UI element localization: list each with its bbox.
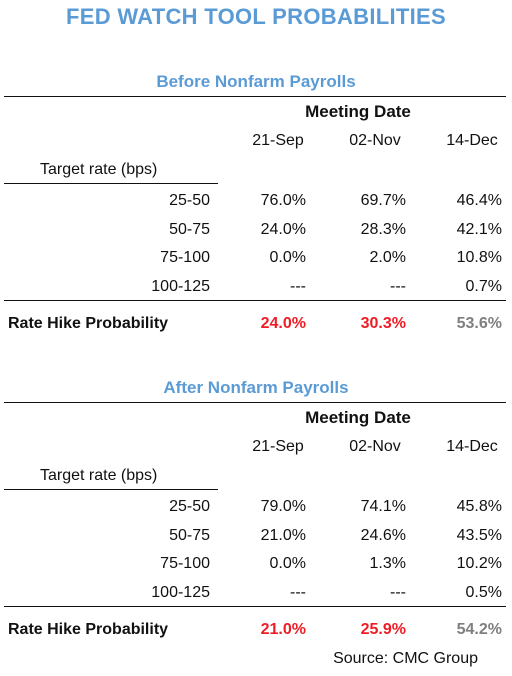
row-header-label: Target rate (bps) [40, 161, 158, 178]
row-label-50-75: 50-75 [169, 221, 210, 238]
table-cell: 76.0% [260, 192, 306, 209]
table-cell: 2.0% [369, 249, 406, 266]
table-cell: --- [290, 584, 306, 601]
before-nfp-panel: Before Nonfarm Payrolls Meeting Date 21-Se… [0, 72, 512, 352]
summary-label: Rate Hike Probability [8, 621, 169, 638]
column-header-14-dec: 14-Dec [446, 438, 498, 455]
row-label-75-100: 75-100 [160, 555, 210, 572]
summary-label: Rate Hike Probability [8, 315, 169, 332]
table-cell: 0.0% [269, 555, 306, 572]
row-label-50-75: 50-75 [169, 527, 210, 544]
summary-cell: 24.0% [260, 315, 306, 332]
table-cell: 24.0% [260, 221, 306, 238]
row-label-25-50: 25-50 [169, 192, 210, 209]
row-header-label: Target rate (bps) [40, 467, 158, 484]
panel-title: Before Nonfarm Payrolls [156, 72, 356, 91]
summary-cell: 21.0% [260, 621, 306, 638]
summary-cell: 54.2% [456, 621, 502, 638]
column-header-02-nov: 02-Nov [349, 132, 401, 149]
summary-rule [4, 606, 506, 607]
table-cell: 46.4% [456, 192, 502, 209]
column-header-02-nov: 02-Nov [349, 438, 401, 455]
table-cell: --- [390, 278, 406, 295]
row-label-25-50: 25-50 [169, 498, 210, 515]
table-cell: 10.2% [456, 555, 502, 572]
header-rule [4, 183, 218, 184]
table-cell: 69.7% [360, 192, 406, 209]
table-cell: 43.5% [456, 527, 502, 544]
page-title: FED WATCH TOOL PROBABILITIES [66, 4, 446, 29]
table-cell: 0.5% [465, 584, 502, 601]
table-cell: 0.0% [269, 249, 306, 266]
table-cell: 21.0% [260, 527, 306, 544]
meeting-date-header: Meeting Date [305, 408, 411, 427]
summary-cell: 25.9% [360, 621, 406, 638]
table-cell: 0.7% [465, 278, 502, 295]
summary-rule [4, 300, 506, 301]
table-cell: 74.1% [360, 498, 406, 515]
column-header-21-sep: 21-Sep [252, 132, 304, 149]
table-cell: 79.0% [260, 498, 306, 515]
after-nfp-panel: After Nonfarm Payrolls Meeting Date 21-Sep… [0, 378, 512, 658]
summary-cell: 30.3% [360, 315, 406, 332]
table-cell: 24.6% [360, 527, 406, 544]
header-rule [4, 489, 218, 490]
top-rule [4, 402, 506, 403]
column-header-14-dec: 14-Dec [446, 132, 498, 149]
source-note: Source: CMC Group [333, 650, 478, 667]
top-rule [4, 96, 506, 97]
row-label-100-125: 100-125 [151, 278, 210, 295]
table-cell: 28.3% [360, 221, 406, 238]
table-cell: 1.3% [369, 555, 406, 572]
summary-cell: 53.6% [456, 315, 502, 332]
row-label-75-100: 75-100 [160, 249, 210, 266]
meeting-date-header: Meeting Date [305, 102, 411, 121]
column-header-21-sep: 21-Sep [252, 438, 304, 455]
table-cell: 10.8% [456, 249, 502, 266]
table-cell: --- [290, 278, 306, 295]
panel-title: After Nonfarm Payrolls [163, 378, 349, 397]
row-label-100-125: 100-125 [151, 584, 210, 601]
table-cell: 42.1% [456, 221, 502, 238]
table-cell: --- [390, 584, 406, 601]
table-cell: 45.8% [456, 498, 502, 515]
